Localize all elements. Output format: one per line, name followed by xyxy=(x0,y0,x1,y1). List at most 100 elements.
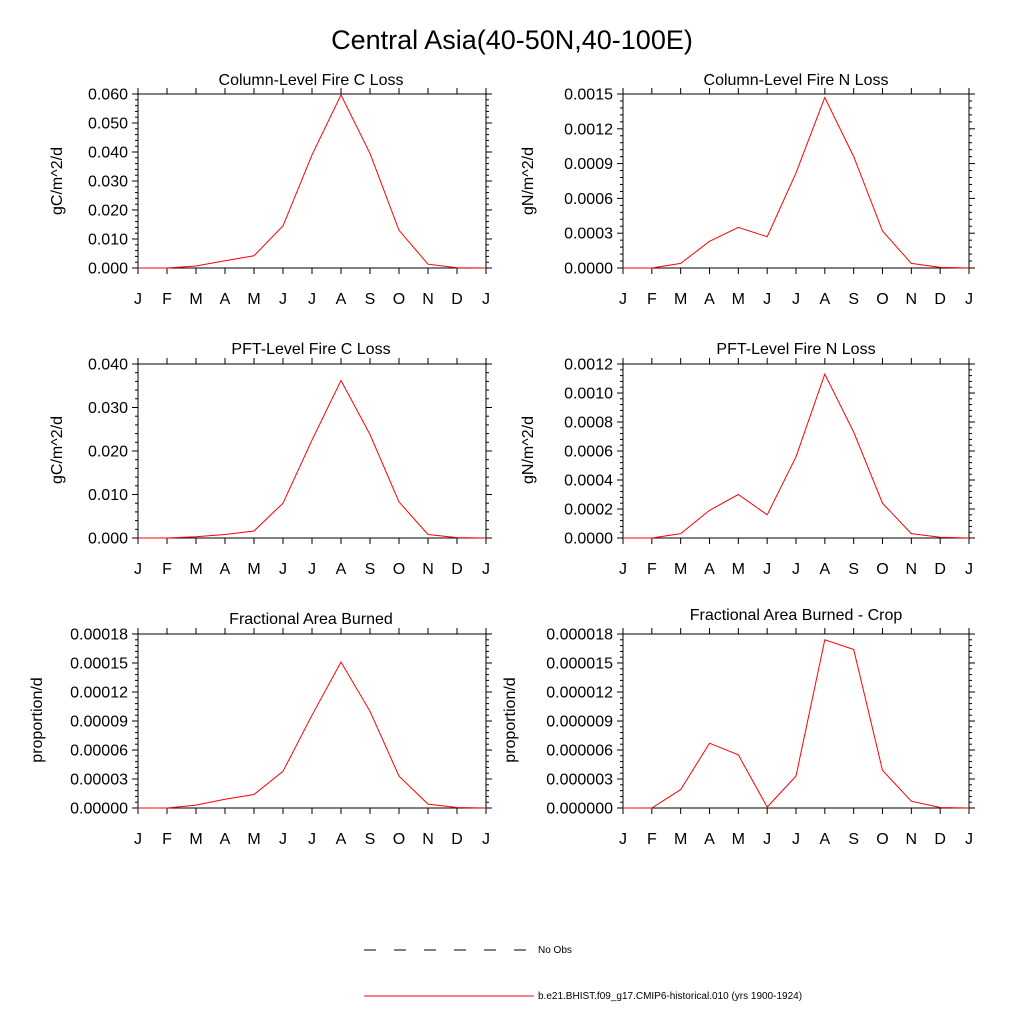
y-tick-label: 0.000 xyxy=(88,531,128,548)
y-tick-label: 0.0010 xyxy=(564,386,613,403)
series-line xyxy=(138,660,487,809)
x-tick-label: M xyxy=(674,561,687,578)
x-tick-label: A xyxy=(819,831,830,848)
x-tick-label: J xyxy=(763,561,771,578)
panel-pft-n-loss: 0.0000 0.0002 0.0004 0.0006 0.0008 0.0010 0.00… xyxy=(564,357,975,578)
x-tick-label: M xyxy=(732,831,745,848)
panel-title: Fractional Area Burned xyxy=(229,611,393,628)
x-tick-label: J xyxy=(619,561,627,578)
y-tick-label: 0.000006 xyxy=(546,743,613,760)
x-tick-label: J xyxy=(965,831,973,848)
x-tick-label: O xyxy=(876,291,888,308)
y-tick-label: 0.00009 xyxy=(70,714,128,731)
series-line xyxy=(623,372,970,539)
panel-title: Column-Level Fire C Loss xyxy=(219,72,404,89)
x-tick-label: S xyxy=(848,831,859,848)
x-tick-label: M xyxy=(247,291,260,308)
y-tick-label: 0.000 xyxy=(88,261,128,278)
x-tick-label: D xyxy=(451,291,463,308)
x-tick-label: J xyxy=(279,831,287,848)
y-tick-label: 0.060 xyxy=(88,87,128,104)
x-tick-label: F xyxy=(647,291,657,308)
x-tick-label: M xyxy=(674,291,687,308)
x-tick-label: F xyxy=(647,561,657,578)
x-tick-label: J xyxy=(134,561,142,578)
y-tick-label: 0.000009 xyxy=(546,714,613,731)
y-tick-label: 0.0002 xyxy=(564,502,613,519)
x-tick-label: M xyxy=(732,561,745,578)
y-tick-label: 0.0012 xyxy=(564,121,613,138)
y-tick-label: 0.00003 xyxy=(70,772,128,789)
y-tick-label: 0.010 xyxy=(88,232,128,249)
x-tick-label: M xyxy=(189,561,202,578)
x-tick-label: J xyxy=(279,291,287,308)
y-tick-label: 0.0000 xyxy=(564,531,613,548)
y-tick-label: 0.00006 xyxy=(70,743,128,760)
y-tick-label: 0.050 xyxy=(88,116,128,133)
x-tick-label: J xyxy=(134,291,142,308)
x-tick-label: J xyxy=(482,831,490,848)
y-axis-label: proportion/d xyxy=(29,677,46,762)
x-tick-label: N xyxy=(422,831,434,848)
x-tick-label: O xyxy=(393,291,405,308)
x-tick-label: A xyxy=(336,291,347,308)
x-tick-label: O xyxy=(876,831,888,848)
x-tick-label: J xyxy=(965,561,973,578)
y-tick-label: 0.020 xyxy=(88,444,128,461)
y-tick-label: 0.0006 xyxy=(564,444,613,461)
x-tick-label: S xyxy=(365,831,376,848)
x-tick-label: M xyxy=(732,291,745,308)
y-tick-label: 0.030 xyxy=(88,400,128,417)
y-tick-label: 0.0004 xyxy=(564,473,613,490)
y-tick-label: 0.0008 xyxy=(564,415,613,432)
x-tick-label: J xyxy=(482,291,490,308)
y-tick-label: 0.0000 xyxy=(564,261,613,278)
x-tick-label: F xyxy=(647,831,657,848)
plot-frame xyxy=(622,363,970,539)
legend-label-no-obs: No Obs xyxy=(538,945,572,956)
x-tick-label: S xyxy=(365,291,376,308)
x-tick-label: D xyxy=(934,561,946,578)
x-tick-label: J xyxy=(308,831,316,848)
x-tick-label: A xyxy=(220,561,231,578)
plot-frame xyxy=(137,633,487,809)
x-tick-label: A xyxy=(819,291,830,308)
y-tick-label: 0.010 xyxy=(88,487,128,504)
plot-frame xyxy=(622,93,970,269)
x-tick-label: A xyxy=(819,561,830,578)
x-tick-label: O xyxy=(876,561,888,578)
x-tick-label: M xyxy=(247,831,260,848)
x-tick-label: A xyxy=(220,291,231,308)
x-tick-label: J xyxy=(792,291,800,308)
y-tick-label: 0.000000 xyxy=(546,801,613,818)
x-tick-label: J xyxy=(619,291,627,308)
x-tick-label: D xyxy=(934,291,946,308)
x-tick-label: D xyxy=(451,561,463,578)
y-tick-label: 0.0012 xyxy=(564,357,613,374)
x-tick-label: F xyxy=(162,831,172,848)
x-tick-label: N xyxy=(422,291,434,308)
x-tick-label: D xyxy=(451,831,463,848)
x-tick-label: O xyxy=(393,831,405,848)
legend-label-model: b.e21.BHIST.f09_g17.CMIP6-historical.010… xyxy=(538,991,802,1002)
x-tick-label: N xyxy=(906,291,918,308)
x-tick-label: F xyxy=(162,561,172,578)
x-tick-label: J xyxy=(763,291,771,308)
y-tick-label: 0.020 xyxy=(88,203,128,220)
y-axis-label: gN/m^2/d xyxy=(520,147,537,215)
y-axis-label: gC/m^2/d xyxy=(49,416,66,484)
x-tick-label: A xyxy=(704,831,715,848)
x-tick-label: S xyxy=(848,561,859,578)
series-line xyxy=(623,639,970,809)
series-line xyxy=(623,96,970,269)
x-tick-label: J xyxy=(792,561,800,578)
x-tick-label: D xyxy=(934,831,946,848)
x-tick-label: J xyxy=(619,831,627,848)
figure-title: Central Asia(40-50N,40-100E) xyxy=(331,25,693,55)
y-tick-label: 0.00018 xyxy=(70,627,128,644)
y-tick-label: 0.030 xyxy=(88,174,128,191)
x-tick-label: J xyxy=(792,831,800,848)
series-line xyxy=(138,379,487,539)
